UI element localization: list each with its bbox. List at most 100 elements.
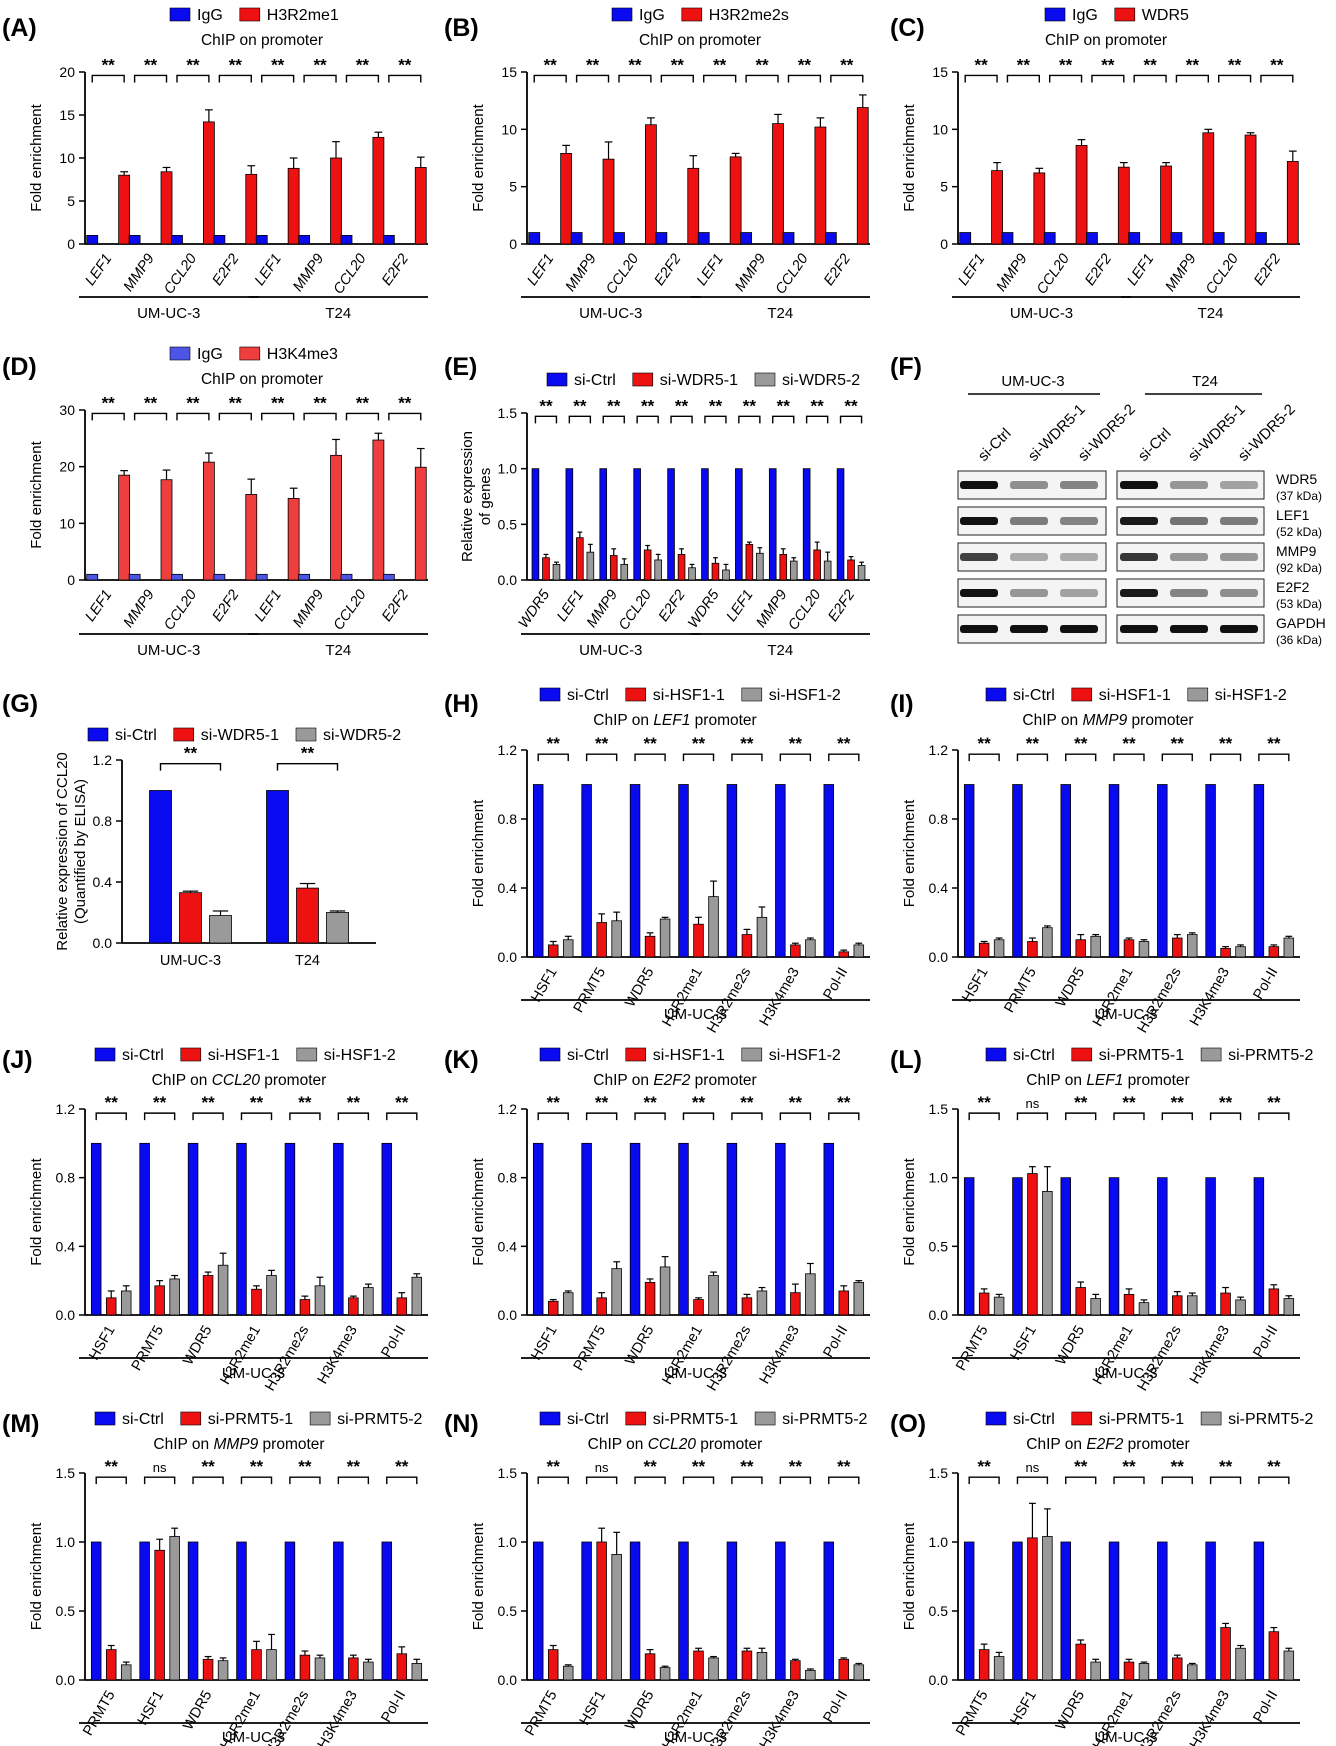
bar: [1157, 1541, 1168, 1681]
blot-band: [1010, 625, 1048, 633]
significance-label: **: [1228, 55, 1242, 74]
significance-bracket: [704, 415, 727, 424]
legend-label: si-Ctrl: [115, 727, 157, 744]
x-tick-label: PRMT5: [953, 1688, 991, 1739]
bar: [790, 1660, 801, 1681]
bar: [697, 232, 710, 245]
bar: [611, 920, 622, 958]
title-gene: CCL20: [648, 1436, 697, 1453]
x-tick-label: MMP9: [732, 251, 769, 295]
bar: [1268, 946, 1280, 958]
bar: [853, 1664, 865, 1681]
blot-band: [1010, 553, 1048, 561]
bar: [963, 784, 975, 958]
bar: [542, 557, 550, 581]
panel-label: (K): [444, 1046, 479, 1074]
significance-label: **: [395, 1093, 409, 1112]
significance-bracket: [828, 1112, 860, 1121]
group-label: UM-UC-3: [222, 1365, 285, 1382]
bar: [1012, 784, 1023, 958]
bar: [160, 171, 173, 245]
bar: [1253, 1177, 1265, 1316]
bar: [644, 124, 657, 245]
significance-label: **: [709, 396, 723, 415]
bar: [644, 1653, 656, 1681]
bar: [693, 1650, 704, 1681]
significance-label: **: [153, 1093, 167, 1112]
legend: si-Ctrl si-HSF1-1 si-HSF1-2: [539, 1047, 841, 1064]
x-tick-label: MMP9: [290, 587, 327, 631]
y-tick-label: 0.0: [498, 1307, 518, 1323]
bar: [596, 1297, 607, 1316]
significance-bracket: [1113, 1476, 1145, 1485]
significance-label: **: [1186, 55, 1200, 74]
bar: [169, 1278, 180, 1316]
y-tick-label: 0.0: [56, 1672, 76, 1688]
significance-bracket: [805, 415, 829, 424]
significance-bracket: [1065, 1112, 1097, 1121]
bar: [1027, 1537, 1038, 1681]
significance-bracket: [240, 1112, 273, 1121]
x-tick-label: HSF1: [959, 965, 991, 1005]
bar: [330, 157, 342, 245]
lane-label: si-Ctrl: [975, 425, 1015, 465]
legend-label: si-PRMT5-1: [653, 1411, 738, 1428]
significance-label: **: [229, 55, 243, 74]
y-tick-label: 1.0: [929, 1534, 949, 1550]
bar: [217, 1264, 229, 1316]
significance-label: **: [743, 396, 757, 415]
bar: [693, 1299, 704, 1316]
bar: [993, 1296, 1005, 1316]
legend-label: WDR5: [1142, 7, 1189, 24]
significance-label: **: [184, 744, 198, 763]
panel-label: (F): [890, 353, 922, 381]
bar: [1027, 1173, 1038, 1316]
bar: [1205, 1541, 1216, 1681]
y-axis-label: Fold enrichment: [901, 103, 918, 211]
bar: [629, 784, 641, 958]
significance-bracket: [738, 415, 761, 424]
significance-label: **: [1267, 1093, 1281, 1112]
bar: [756, 916, 768, 958]
bar: [1187, 1295, 1198, 1316]
bar: [756, 1290, 768, 1316]
significance-label: **: [671, 55, 685, 74]
significance-bracket: [91, 74, 125, 83]
significance-bracket: [386, 1112, 418, 1121]
blot-band: [1220, 517, 1258, 525]
significance-bracket: [634, 1476, 666, 1485]
x-tick-label: UM-UC-3: [160, 953, 221, 969]
x-tick-label: E2F2: [656, 587, 689, 625]
significance-bracket: [731, 753, 763, 762]
bar: [90, 1541, 102, 1681]
bar: [314, 1285, 326, 1316]
chart-title: ChIP on CCL20 promoter: [152, 1072, 327, 1089]
x-tick-label: PRMT5: [1001, 965, 1039, 1016]
title-gene: LEF1: [1086, 1072, 1123, 1089]
significance-bracket: [1065, 1476, 1097, 1485]
legend-swatch: [754, 372, 776, 387]
group-label: UM-UC-3: [664, 1006, 727, 1023]
bar: [372, 136, 385, 245]
bar: [993, 1656, 1005, 1681]
bar: [1255, 232, 1267, 245]
bar: [179, 892, 202, 944]
bar: [599, 468, 608, 581]
y-tick-label: 0.4: [498, 1238, 518, 1254]
x-tick-label: MMP9: [121, 251, 158, 295]
bar: [659, 1266, 671, 1316]
x-tick-label: CCL20: [616, 587, 655, 633]
x-tick-label: MMP9: [563, 251, 600, 295]
bar: [581, 1541, 592, 1681]
x-tick-label: HSF1: [86, 1323, 118, 1363]
bar: [856, 107, 869, 245]
bar: [741, 934, 753, 958]
group-label: T24: [1198, 305, 1224, 322]
significance-label: **: [1074, 1093, 1088, 1112]
significance-bracket: [91, 412, 125, 421]
bar: [1187, 934, 1198, 958]
significance-bracket: [1175, 74, 1209, 83]
legend-label: IgG: [197, 7, 223, 24]
bar: [118, 174, 131, 245]
bar: [414, 167, 427, 245]
